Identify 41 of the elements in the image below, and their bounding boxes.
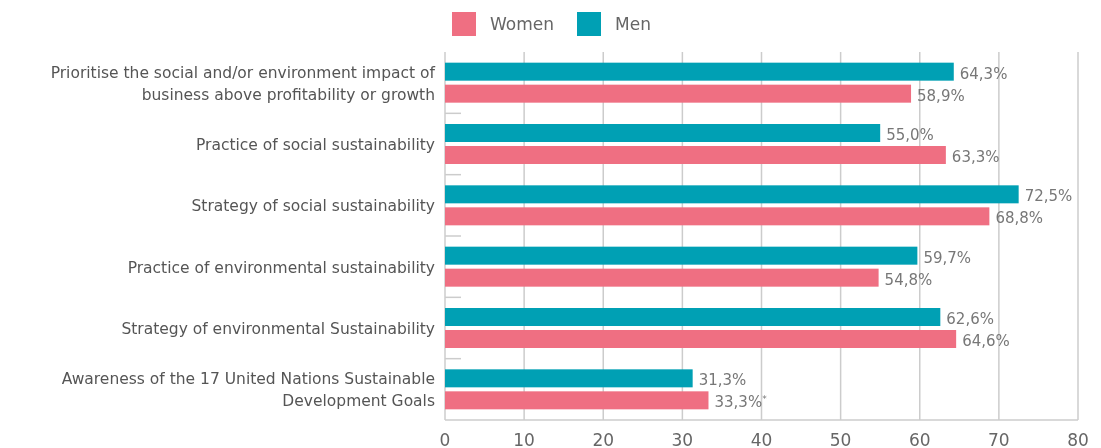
y-tick-label: Practice of social sustainability xyxy=(195,136,435,154)
legend-label: Women xyxy=(490,14,555,34)
bar xyxy=(445,62,954,81)
bar xyxy=(445,185,1019,204)
data-label: 63,3% xyxy=(951,148,1000,166)
x-tick-label: 20 xyxy=(592,430,615,448)
data-label: 62,6% xyxy=(946,310,994,328)
data-label: 72,5% xyxy=(1024,187,1073,206)
y-tick-label: Strategy of environmental Sustainability xyxy=(121,320,435,338)
data-label: 58,9% xyxy=(917,86,965,105)
bar xyxy=(445,246,918,265)
data-label: 68,8% xyxy=(995,209,1044,228)
data-label: 55,0% xyxy=(886,126,934,144)
data-label: 33,3%$^{*}$ xyxy=(714,393,768,412)
bar xyxy=(445,369,693,388)
bar xyxy=(445,207,990,226)
x-tick-label: 70 xyxy=(988,430,1010,448)
bar xyxy=(445,268,879,287)
data-label: 54,8% xyxy=(884,270,933,289)
x-tick-label: 0 xyxy=(439,430,451,448)
y-tick-label: Strategy of social sustainability xyxy=(191,197,435,216)
data-label: 64,3% xyxy=(959,64,1008,83)
x-tick-label: 10 xyxy=(513,430,535,448)
bar xyxy=(445,391,709,410)
y-tick-label: Prioritise the social and/or environment impact of business above profitability or growth xyxy=(50,63,436,104)
x-tick-label: 80 xyxy=(1067,430,1089,448)
data-label: 31,3% xyxy=(698,371,747,390)
data-label: 59,7% xyxy=(923,248,972,267)
data-label: 64,6% xyxy=(962,332,1010,350)
x-tick-label: 50 xyxy=(829,430,852,448)
y-tick-label: Practice of environmental sustainability xyxy=(127,258,435,277)
bar xyxy=(445,146,946,164)
bar xyxy=(445,124,881,142)
bar xyxy=(445,330,957,348)
bar xyxy=(445,308,941,326)
legend-label: Men xyxy=(615,14,651,34)
y-tick-label: Awareness of the 17 United Nations Sustainable Development Goals xyxy=(61,370,435,411)
bar xyxy=(445,84,912,103)
x-tick-label: 30 xyxy=(671,430,694,448)
x-tick-label: 60 xyxy=(908,430,931,448)
x-tick-label: 40 xyxy=(750,430,773,448)
